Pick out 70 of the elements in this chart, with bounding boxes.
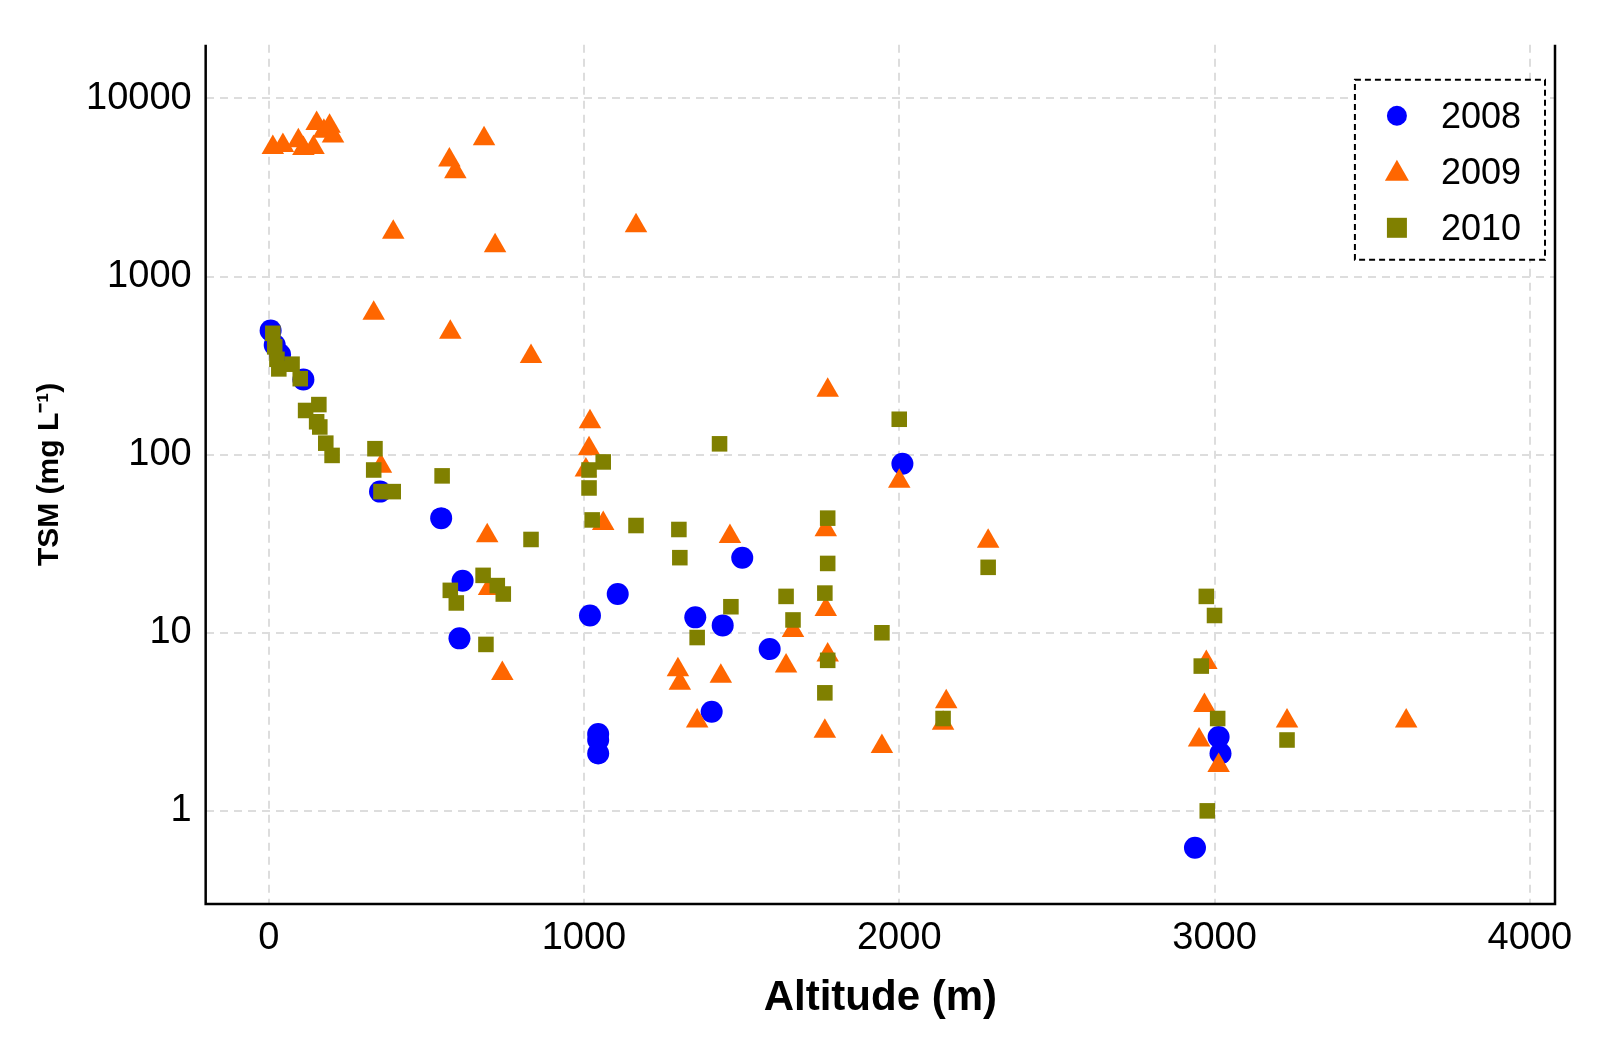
point xyxy=(874,624,890,641)
point xyxy=(1198,588,1215,605)
x-tick-label: 0 xyxy=(258,915,280,958)
point xyxy=(731,546,754,569)
point xyxy=(475,567,491,584)
point xyxy=(1183,836,1206,859)
point xyxy=(684,606,707,629)
point xyxy=(581,480,597,496)
point xyxy=(628,517,644,534)
x-tick-label: 1000 xyxy=(541,915,627,958)
point xyxy=(430,507,453,530)
point xyxy=(312,419,328,435)
point xyxy=(365,462,382,478)
point xyxy=(472,125,496,146)
point xyxy=(284,356,300,372)
point xyxy=(711,436,728,452)
point xyxy=(689,629,705,646)
point xyxy=(584,512,600,528)
point xyxy=(819,555,836,572)
legend-label: 2009 xyxy=(1440,150,1522,192)
point xyxy=(324,447,340,464)
y-tick-label: 1 xyxy=(170,787,192,830)
x-tick-label: 3000 xyxy=(1172,915,1257,958)
point xyxy=(980,559,996,576)
y-tick-label: 10000 xyxy=(86,74,192,117)
x-axis-title: Altitude (m) xyxy=(763,972,997,1020)
point xyxy=(711,614,734,637)
legend-label: 2010 xyxy=(1440,206,1522,248)
point xyxy=(1206,607,1223,624)
point xyxy=(448,595,465,611)
point xyxy=(891,411,908,428)
point xyxy=(606,583,629,606)
point xyxy=(483,232,507,253)
point xyxy=(478,636,494,653)
x-tick-label: 4000 xyxy=(1487,915,1573,958)
point xyxy=(1279,732,1295,748)
point xyxy=(451,569,474,592)
point xyxy=(311,396,327,413)
point xyxy=(624,212,648,233)
point xyxy=(367,440,383,457)
point xyxy=(785,612,801,628)
point xyxy=(672,549,688,566)
point xyxy=(778,588,794,605)
point xyxy=(495,586,512,602)
y-tick-label: 1000 xyxy=(107,253,192,296)
legend-label: 2008 xyxy=(1440,94,1522,136)
point xyxy=(1193,658,1210,674)
point xyxy=(448,627,471,650)
point xyxy=(1209,710,1226,727)
point xyxy=(817,585,833,601)
point xyxy=(439,319,462,339)
point xyxy=(434,468,450,484)
point xyxy=(817,685,833,701)
y-tick-label: 100 xyxy=(128,431,192,474)
point xyxy=(758,638,781,661)
point xyxy=(700,700,723,723)
y-tick-label: 10 xyxy=(149,609,192,652)
x-tick-label: 2000 xyxy=(856,915,942,958)
point xyxy=(891,452,914,475)
point xyxy=(362,300,385,320)
y-axis-title: TSM (mg L⁻¹) xyxy=(31,382,65,567)
point xyxy=(578,604,601,627)
point xyxy=(1199,803,1216,819)
point xyxy=(671,521,687,538)
point xyxy=(595,454,611,470)
point xyxy=(523,531,539,548)
point xyxy=(381,219,405,239)
point xyxy=(819,510,836,526)
point xyxy=(723,598,739,615)
point xyxy=(385,483,402,500)
